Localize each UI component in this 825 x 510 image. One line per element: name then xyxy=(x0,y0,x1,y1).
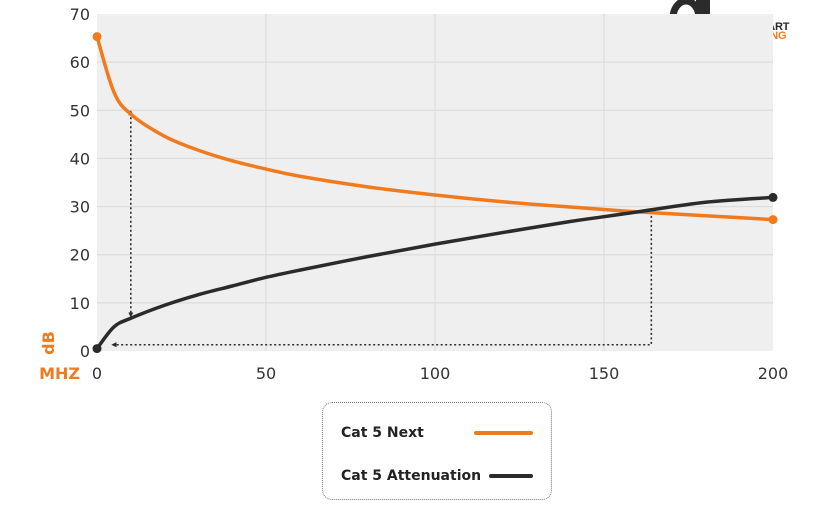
x-tick-label: 100 xyxy=(420,364,451,383)
series-line-attenuation xyxy=(95,195,775,351)
series-line-next xyxy=(95,34,775,222)
data-point-attenuation-end xyxy=(768,192,778,202)
annotation-arrows xyxy=(111,110,654,348)
elbow-arrow xyxy=(111,208,654,348)
y-tick-label: 60 xyxy=(70,53,90,72)
legend-swatch-attenuation xyxy=(489,474,533,478)
x-tick-label: 200 xyxy=(758,364,789,383)
legend-item-attenuation: Cat 5 Attenuation xyxy=(341,466,533,486)
y-tick-label: 50 xyxy=(70,101,90,120)
y-axis-label: dB xyxy=(39,331,58,355)
x-tick-label: 150 xyxy=(589,364,620,383)
legend-label-attenuation: Cat 5 Attenuation xyxy=(341,468,482,484)
y-axis-ticks: 0 10 20 30 40 50 60 70 xyxy=(70,5,90,361)
legend-label-next: Cat 5 Next xyxy=(341,425,424,441)
x-tick-label: 50 xyxy=(256,364,276,383)
x-axis-ticks: 0 50 100 150 200 xyxy=(92,364,788,383)
y-tick-label: 0 xyxy=(80,342,90,361)
y-tick-label: 40 xyxy=(70,149,90,168)
legend: Cat 5 Next Cat 5 Attenuation xyxy=(322,402,552,500)
data-point-next-start xyxy=(92,32,102,42)
legend-item-next: Cat 5 Next xyxy=(341,423,533,443)
y-tick-label: 30 xyxy=(70,198,90,217)
data-point-attenuation-start xyxy=(92,344,102,354)
data-point-next-end xyxy=(768,215,778,225)
x-tick-label: 0 xyxy=(92,364,102,383)
y-tick-label: 70 xyxy=(70,5,90,24)
legend-swatch-next xyxy=(473,431,533,435)
series-lines xyxy=(92,32,778,354)
y-tick-label: 10 xyxy=(70,294,90,313)
x-axis-label: MHZ xyxy=(39,364,80,383)
y-tick-label: 20 xyxy=(70,246,90,265)
